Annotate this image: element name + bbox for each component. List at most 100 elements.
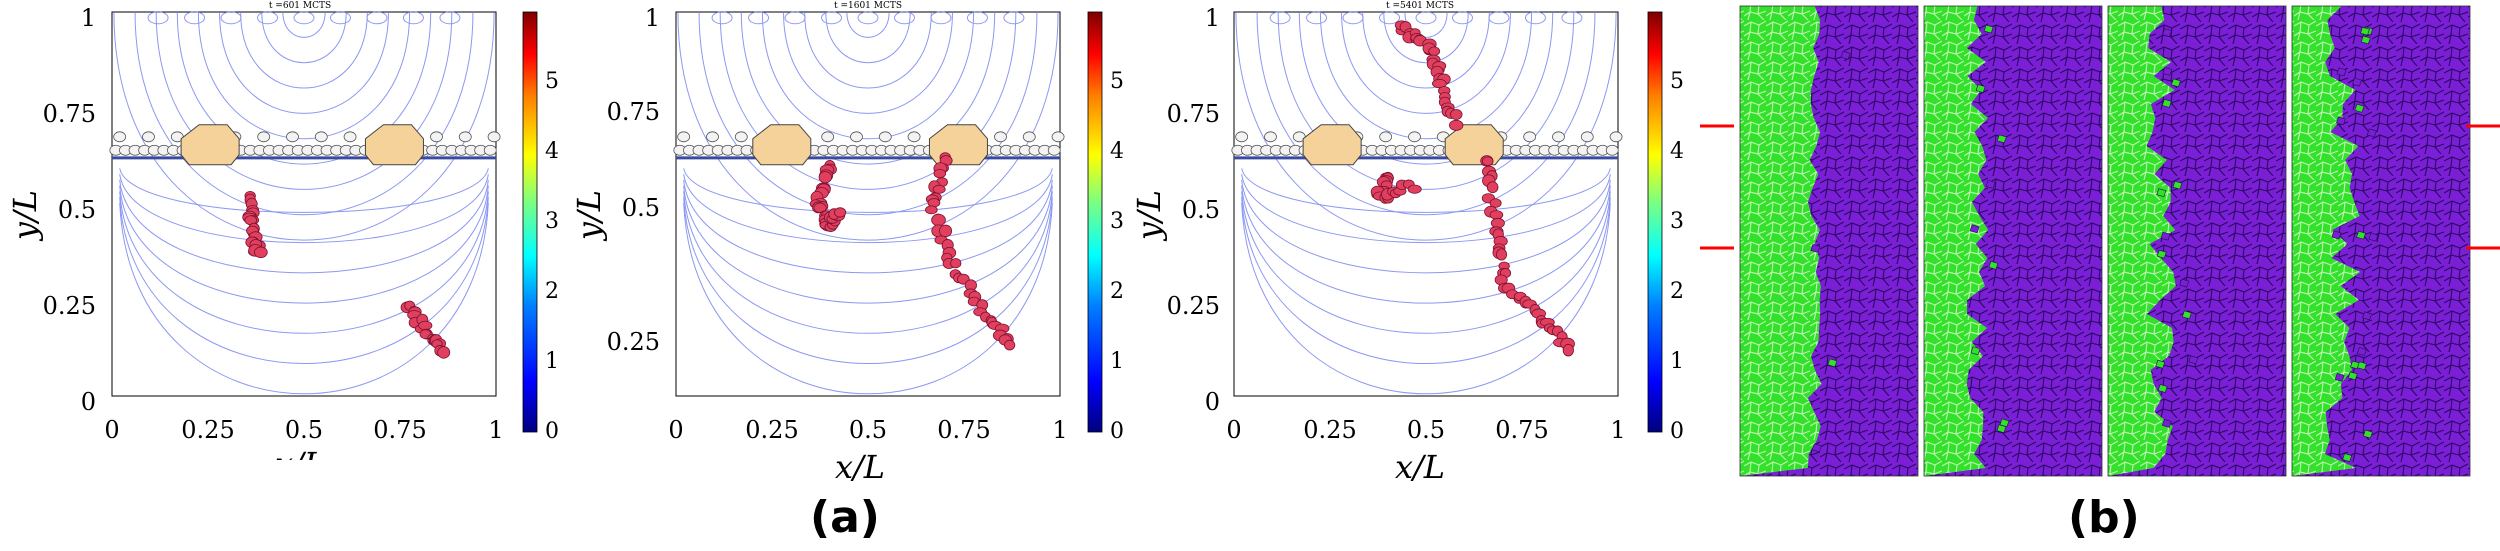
contour-line: [683, 202, 1053, 395]
plot-area: [1231, 11, 1623, 397]
subplot-1: t =601 MCTS 0 0.25 0.5 0.75 1 0 0.25 0.5…: [6, 1, 504, 460]
contour-ring: [1451, 11, 1473, 25]
contour-line: [683, 168, 1053, 213]
invading-cell: [2331, 230, 2342, 240]
membrane-cell: [1523, 131, 1537, 143]
contour-ring: [1415, 11, 1437, 25]
membrane-cell: [821, 131, 835, 143]
colorbar-gradient: [522, 11, 538, 433]
invading-cell: [2336, 67, 2347, 77]
invading-cell: [2352, 77, 2362, 87]
invading-cell: [2161, 419, 2172, 428]
colorbar-tick: 3: [1670, 209, 1684, 234]
y-tick-labels: 0 0.25 0.5 0.75 1: [1167, 4, 1220, 416]
migrating-cell: [1489, 198, 1502, 208]
contour-line: [1277, 11, 1575, 190]
membrane-cell: [113, 131, 127, 143]
tissue-strip: [2107, 5, 2287, 477]
invading-cell: [1996, 134, 2007, 144]
x-tick-label: 0.5: [849, 416, 887, 444]
contour-ring: [366, 11, 388, 25]
y-axis-label: y/L: [6, 190, 44, 242]
migrating-cell: [1562, 343, 1574, 357]
strip-frame: [1739, 5, 1919, 477]
migrating-cell: [437, 346, 451, 359]
colorbar-1: 0 1 2 3 4 5: [522, 11, 559, 440]
contour-line: [119, 191, 489, 334]
contour-ring: [857, 11, 879, 25]
contour-ring: [930, 11, 952, 25]
migrating-cell: [925, 205, 938, 215]
colorbar-tick-labels: 0 1 2 3 4 5: [1110, 69, 1124, 440]
y-tick-label: 1: [81, 4, 96, 32]
colorbar-tick: 5: [545, 69, 559, 94]
panel-label-b: (b): [2068, 492, 2140, 543]
migrating-cell: [939, 224, 953, 238]
x-tick-label: 0: [104, 416, 119, 444]
subplot-title: t =5401 MCTS: [1386, 1, 1454, 11]
invading-cell: [2172, 180, 2183, 190]
invading-cell: [2162, 67, 2173, 76]
x-tick-label: 1: [488, 416, 503, 444]
membrane-cell: [734, 131, 748, 143]
contour-line: [1362, 11, 1490, 89]
migrating-cell: [833, 207, 847, 218]
y-tick-label: 0.5: [622, 194, 660, 222]
colorbar-3: 0 1 2 3 4 5: [1647, 11, 1684, 440]
y-tick-label: 1: [1205, 4, 1220, 32]
contour-line: [683, 173, 1053, 244]
y-tick-label: 0.25: [607, 328, 660, 356]
y-axis-label: y/L: [1130, 190, 1168, 242]
y-tick-labels: 0 0.25 0.5 0.75 1: [43, 4, 96, 416]
invading-cell: [1827, 358, 1838, 368]
colorbar-tick: 2: [545, 279, 559, 304]
x-tick-label: 0.5: [285, 416, 323, 444]
contour-line: [698, 11, 1038, 216]
membrane-cell: [907, 131, 921, 143]
x-axis-label: x/L: [275, 445, 325, 460]
x-tick-label: 0.5: [1407, 416, 1445, 444]
invading-cell: [1810, 243, 1821, 253]
y-axis-label: y/L: [570, 190, 608, 242]
y-tick-label: 0: [1205, 388, 1220, 416]
cell-body: [752, 124, 812, 166]
contour-line: [740, 11, 996, 165]
contour-line: [119, 202, 489, 395]
contour-ring: [893, 11, 915, 25]
membrane-cell: [430, 131, 443, 143]
contour-line: [1383, 11, 1469, 63]
invading-cell: [1975, 84, 1986, 93]
membrane-cell: [1552, 131, 1565, 143]
colorbar-tick-labels: 0 1 2 3 4 5: [1670, 69, 1684, 440]
green-tissue: [2108, 6, 2176, 476]
subplot-2: t =1601 MCTS 0.25 0.5 0.75 1 0 0.25 0.5 …: [570, 1, 1068, 486]
y-tick-label: 0.5: [58, 196, 96, 224]
invading-cell: [2181, 310, 2192, 320]
x-tick-label: 1: [1052, 416, 1067, 444]
colorbar-tick: 1: [1670, 349, 1684, 374]
panel-label-a: (a): [810, 492, 880, 543]
migrating-cell: [813, 202, 827, 213]
contour-line: [683, 185, 1053, 304]
colorbar-tick: 4: [1110, 139, 1124, 164]
contour-ring: [439, 11, 461, 25]
contour-line: [804, 11, 932, 89]
membrane-cell: [1047, 144, 1061, 156]
contour-line: [1241, 173, 1611, 244]
contour-line: [783, 11, 953, 114]
invading-cell: [2156, 249, 2167, 259]
x-axis-label: x/L: [1395, 448, 1445, 486]
panel-b-tissue-snapshots: [1700, 5, 2500, 477]
colorbar-tick: 5: [1670, 69, 1684, 94]
invading-cell: [2156, 188, 2167, 198]
x-tick-label: 0.75: [1495, 416, 1548, 444]
colorbar-tick: 3: [1110, 209, 1124, 234]
contour-ring: [1003, 11, 1025, 25]
membrane-cell: [1235, 131, 1249, 143]
contour-ring: [329, 11, 351, 25]
x-tick-label: 0.25: [745, 416, 798, 444]
invading-cell: [2161, 98, 2172, 108]
invading-cell: [2368, 232, 2379, 242]
invading-cell: [1988, 260, 1999, 270]
